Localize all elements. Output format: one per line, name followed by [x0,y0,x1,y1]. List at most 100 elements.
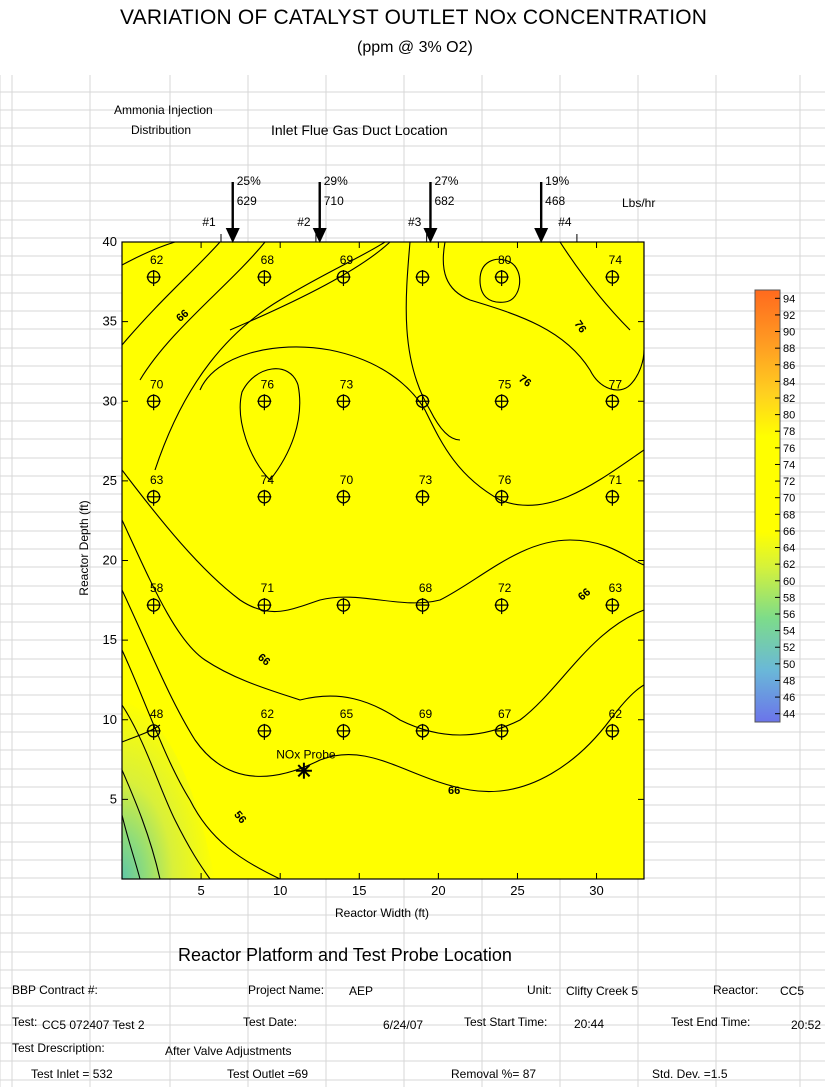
test-outlet: Test Outlet =69 [227,1068,308,1080]
description-label: Test Drescription: [12,1042,105,1054]
contract-label: BBP Contract #: [12,984,98,996]
sample-value-label: 62 [261,707,275,721]
description-value: After Valve Adjustments [165,1045,292,1057]
y-tick-label: 5 [110,791,117,806]
test-date-label: Test Date: [243,1016,297,1028]
std-dev: Std. Dev. =1.5 [652,1068,728,1080]
sample-value-label: 80 [498,253,512,267]
y-tick-label: 15 [103,632,117,647]
colorbar: 44 46 48 50 52 54 56 58 60 62 64 66 68 70 72 74 76 78 80 82… [755,290,795,722]
removal-percent: Removal %= 87 [451,1068,536,1080]
start-time-value: 20:44 [574,1018,604,1030]
colorbar-tick-label: 78 [783,426,795,438]
sample-value-label: 70 [150,377,164,391]
colorbar-tick-label: 80 [783,410,795,422]
sample-value-label: 71 [609,473,623,487]
sample-value-label: 75 [498,377,512,391]
injection-arrow: 19%468 [534,174,569,243]
injection-percent: 29% [324,174,348,188]
x-tick-label: 5 [197,883,204,898]
sample-value-label: 58 [150,581,164,595]
reactor-value: CC5 [780,985,804,997]
arrow-head [226,228,240,243]
injection-lbs: 629 [237,194,257,208]
colorbar-tick-label: 58 [783,592,795,604]
unit-label: Unit: [527,984,552,996]
sample-value-label: 63 [609,581,623,595]
probe-label: NOx Probe [276,748,336,762]
sample-value-label: 76 [261,377,275,391]
injection-percent: 27% [434,174,458,188]
injection-percent: 25% [237,174,261,188]
contour-field [122,242,644,879]
y-tick-label: 30 [103,393,117,408]
y-tick-label: 25 [103,473,117,488]
colorbar-tick-label: 46 [783,692,795,704]
y-axis-label: Reactor Depth (ft) [77,500,91,595]
colorbar-tick-label: 70 [783,493,795,505]
sample-value-label: 63 [150,473,164,487]
colorbar-gradient [755,290,780,722]
sample-value-label: 73 [340,377,354,391]
injection-arrow: 27%682 [423,174,458,243]
injection-arrow: 25%629 [226,174,261,243]
duct-marker-label: #4 [558,215,572,229]
unit-value: Clifty Creek 5 [566,985,638,997]
colorbar-tick-label: 74 [783,459,795,471]
end-time-label: Test End Time: [671,1016,750,1028]
sample-value-label: 65 [340,707,354,721]
ammonia-injection-label: Ammonia Injection [114,104,213,116]
arrow-head [313,228,327,243]
end-time-value: 20:52 [791,1019,821,1031]
sample-value-label: 71 [261,581,275,595]
start-time-label: Test Start Time: [464,1016,547,1028]
test-value: CC5 072407 Test 2 [42,1019,145,1031]
sample-value-label: 62 [609,707,623,721]
x-tick-label: 25 [510,883,524,898]
colorbar-tick-label: 76 [783,443,795,455]
colorbar-tick-label: 56 [783,609,795,621]
x-tick-label: 10 [273,883,287,898]
sample-value-label: 68 [419,581,433,595]
colorbar-tick-label: 86 [783,360,795,372]
y-tick-label: 10 [103,712,117,727]
platform-title: Reactor Platform and Test Probe Location [178,946,512,964]
sample-value-label: 62 [150,253,164,267]
contour-label: 66 [448,785,460,797]
arrow-head [534,228,548,243]
project-label: Project Name: [248,984,324,996]
colorbar-tick-label: 52 [783,642,795,654]
colorbar-tick-label: 72 [783,476,795,488]
injection-lbs: 710 [324,194,344,208]
y-tick-label: 20 [103,553,117,568]
x-axis-label: Reactor Width (ft) [335,906,429,920]
ammonia-distribution-label: Distribution [131,124,191,136]
colorbar-tick-label: 48 [783,675,795,687]
test-date-value: 6/24/07 [383,1019,423,1031]
colorbar-tick-label: 62 [783,559,795,571]
colorbar-tick-label: 60 [783,576,795,588]
duct-marker-label: #1 [202,215,216,229]
duct-location-label: Inlet Flue Gas Duct Location [271,123,448,137]
sample-value-label: 70 [340,473,354,487]
y-tick-label: 35 [103,314,117,329]
x-tick-label: 30 [589,883,603,898]
colorbar-tick-label: 84 [783,376,795,388]
y-tick-label: 40 [103,234,117,249]
arrow-head [423,228,437,243]
sample-value-label: 67 [498,707,512,721]
sample-value-label: 77 [609,377,623,391]
x-tick-label: 15 [352,883,366,898]
test-inlet: Test Inlet = 532 [31,1068,113,1080]
colorbar-tick-label: 94 [783,293,795,305]
colorbar-tick-label: 68 [783,509,795,521]
sample-value-label: 72 [498,581,512,595]
injection-lbs: 468 [545,194,565,208]
test-label: Test: [12,1016,37,1028]
reactor-label: Reactor: [713,984,758,996]
colorbar-tick-label: 50 [783,659,795,671]
duct-marker-label: #2 [297,215,311,229]
injection-arrow: 29%710 [313,174,348,243]
